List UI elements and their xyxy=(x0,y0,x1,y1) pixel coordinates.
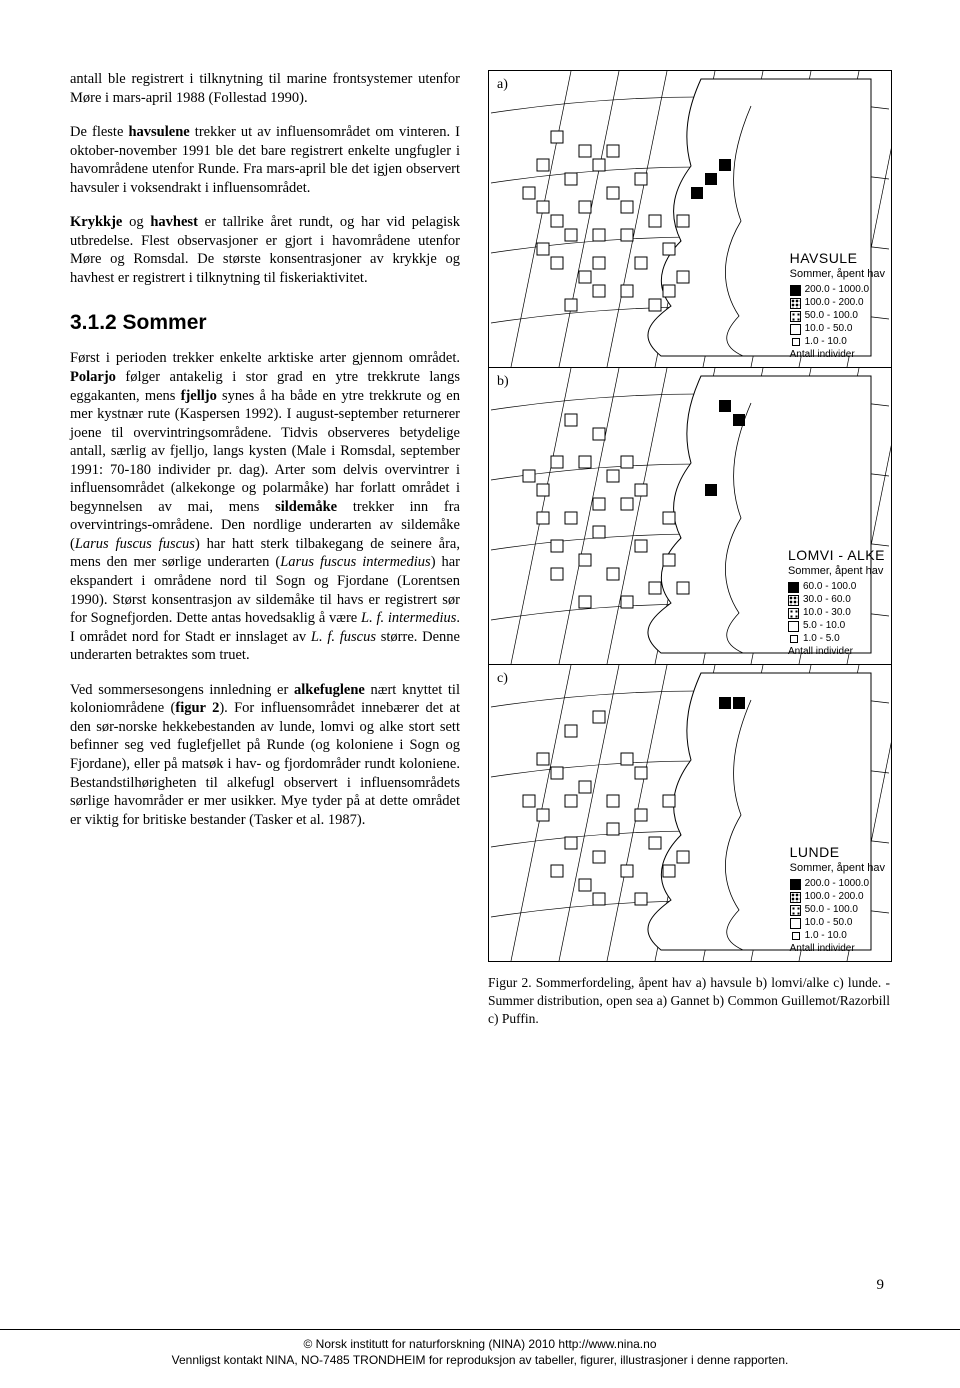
legend-row: 5.0 - 10.0 xyxy=(788,620,885,632)
legend-swatch xyxy=(790,298,801,309)
legend-label: 10.0 - 30.0 xyxy=(803,607,851,619)
map-panel: a)HAVSULESommer, åpent hav200.0 - 1000.0… xyxy=(489,71,891,368)
text-run: ). For influensområdet innebærer det at … xyxy=(70,700,460,827)
legend-row: 200.0 - 1000.0 xyxy=(790,284,885,296)
paragraph: Ved sommersesongens innledning er alkefu… xyxy=(70,681,460,829)
figure-2: a)HAVSULESommer, åpent hav200.0 - 1000.0… xyxy=(488,70,892,962)
legend-row: 50.0 - 100.0 xyxy=(790,310,885,322)
page-number: 9 xyxy=(877,1277,885,1294)
paragraph: Krykkje og havhest er tallrike året rund… xyxy=(70,213,460,287)
legend-label: 30.0 - 60.0 xyxy=(803,594,851,606)
legend-title: HAVSULE xyxy=(790,250,885,267)
legend-swatch xyxy=(788,582,799,593)
legend-footer: Antall individer xyxy=(790,943,885,955)
legend-swatch xyxy=(792,338,800,346)
legend-label: 50.0 - 100.0 xyxy=(805,904,858,916)
map-panel: b)LOMVI - ALKESommer, åpent hav60.0 - 10… xyxy=(489,368,891,665)
section-heading: 3.1.2 Sommer xyxy=(70,311,460,335)
figure-column: a)HAVSULESommer, åpent hav200.0 - 1000.0… xyxy=(488,70,890,1045)
legend-footer: Antall individer xyxy=(790,349,885,361)
latin-name: L. f. intermedius xyxy=(361,610,456,626)
legend-swatch xyxy=(790,879,801,890)
text-run: Ved sommersesongens innledning er xyxy=(70,682,294,698)
species-name: sildemåke xyxy=(275,499,337,515)
legend-label: 1.0 - 5.0 xyxy=(803,633,840,645)
page: antall ble registrert i tilknytning til … xyxy=(0,0,960,1388)
species-name: Polarjo xyxy=(70,369,116,385)
paragraph: antall ble registrert i tilknytning til … xyxy=(70,70,460,107)
text-column: antall ble registrert i tilknytning til … xyxy=(70,70,460,1045)
legend-swatch xyxy=(790,918,801,929)
text-run: og xyxy=(122,214,150,230)
legend-label: 1.0 - 10.0 xyxy=(805,336,847,348)
legend-label: 5.0 - 10.0 xyxy=(803,620,845,632)
text-run: synes å ha både en ytre trekkrute og en … xyxy=(70,388,460,515)
legend-label: 100.0 - 200.0 xyxy=(805,891,864,903)
species-name: fjelljo xyxy=(181,388,217,404)
legend-label: 50.0 - 100.0 xyxy=(805,310,858,322)
legend-row: 10.0 - 50.0 xyxy=(790,323,885,335)
species-name: havhest xyxy=(150,214,198,230)
paragraph: Først i perioden trekker enkelte arktisk… xyxy=(70,349,460,664)
legend-row: 10.0 - 30.0 xyxy=(788,607,885,619)
latin-name: Larus fuscus fuscus xyxy=(75,536,195,552)
legend-title: LOMVI - ALKE xyxy=(788,547,885,564)
legend-row: 200.0 - 1000.0 xyxy=(790,878,885,890)
legend-row: 60.0 - 100.0 xyxy=(788,581,885,593)
legend-label: 10.0 - 50.0 xyxy=(805,917,853,929)
legend-swatch xyxy=(790,892,801,903)
text-run: De fleste xyxy=(70,124,128,140)
legend-title: LUNDE xyxy=(790,844,885,861)
footer-line: Vennligst kontakt NINA, NO-7485 TRONDHEI… xyxy=(0,1352,960,1368)
legend-swatch xyxy=(790,324,801,335)
species-name: Krykkje xyxy=(70,214,122,230)
footer-line: © Norsk institutt for naturforskning (NI… xyxy=(0,1336,960,1352)
legend-subtitle: Sommer, åpent hav xyxy=(788,565,885,578)
legend-label: 1.0 - 10.0 xyxy=(805,930,847,942)
legend-row: 10.0 - 50.0 xyxy=(790,917,885,929)
legend-label: 60.0 - 100.0 xyxy=(803,581,856,593)
legend-swatch xyxy=(790,905,801,916)
legend-swatch xyxy=(790,311,801,322)
text-run: Først i perioden trekker enkelte arktisk… xyxy=(70,350,460,366)
two-column-layout: antall ble registrert i tilknytning til … xyxy=(70,70,890,1045)
legend-swatch xyxy=(788,608,799,619)
legend-row: 50.0 - 100.0 xyxy=(790,904,885,916)
legend-swatch xyxy=(792,932,800,940)
legend-row: 1.0 - 5.0 xyxy=(788,633,885,645)
legend-subtitle: Sommer, åpent hav xyxy=(790,268,885,281)
legend-row: 1.0 - 10.0 xyxy=(790,930,885,942)
legend-swatch xyxy=(788,595,799,606)
species-name: havsulene xyxy=(128,124,189,140)
legend-label: 10.0 - 50.0 xyxy=(805,323,853,335)
legend-row: 30.0 - 60.0 xyxy=(788,594,885,606)
map-legend: LOMVI - ALKESommer, åpent hav 60.0 - 100.… xyxy=(788,547,885,658)
figure-caption: Figur 2. Sommerfordeling, åpent hav a) h… xyxy=(488,974,890,1029)
paragraph: De fleste havsulene trekker ut av influe… xyxy=(70,123,460,197)
latin-name: Larus fuscus intermedius xyxy=(280,554,431,570)
legend-subtitle: Sommer, åpent hav xyxy=(790,862,885,875)
legend-label: 200.0 - 1000.0 xyxy=(805,284,870,296)
legend-row: 100.0 - 200.0 xyxy=(790,891,885,903)
figure-ref: figur 2 xyxy=(175,700,219,716)
legend-label: 100.0 - 200.0 xyxy=(805,297,864,309)
legend-label: 200.0 - 1000.0 xyxy=(805,878,870,890)
legend-swatch xyxy=(790,285,801,296)
legend-swatch xyxy=(790,635,798,643)
legend-swatch xyxy=(788,621,799,632)
species-name: alkefuglene xyxy=(294,682,365,698)
legend-footer: Antall individer xyxy=(788,646,885,658)
legend-row: 1.0 - 10.0 xyxy=(790,336,885,348)
map-legend: LUNDESommer, åpent hav 200.0 - 1000.0100.… xyxy=(790,844,885,955)
page-footer: © Norsk institutt for naturforskning (NI… xyxy=(0,1329,960,1368)
latin-name: L. f. fuscus xyxy=(311,629,376,645)
legend-row: 100.0 - 200.0 xyxy=(790,297,885,309)
map-panel: c)LUNDESommer, åpent hav200.0 - 1000.010… xyxy=(489,665,891,961)
map-legend: HAVSULESommer, åpent hav200.0 - 1000.010… xyxy=(790,250,885,361)
